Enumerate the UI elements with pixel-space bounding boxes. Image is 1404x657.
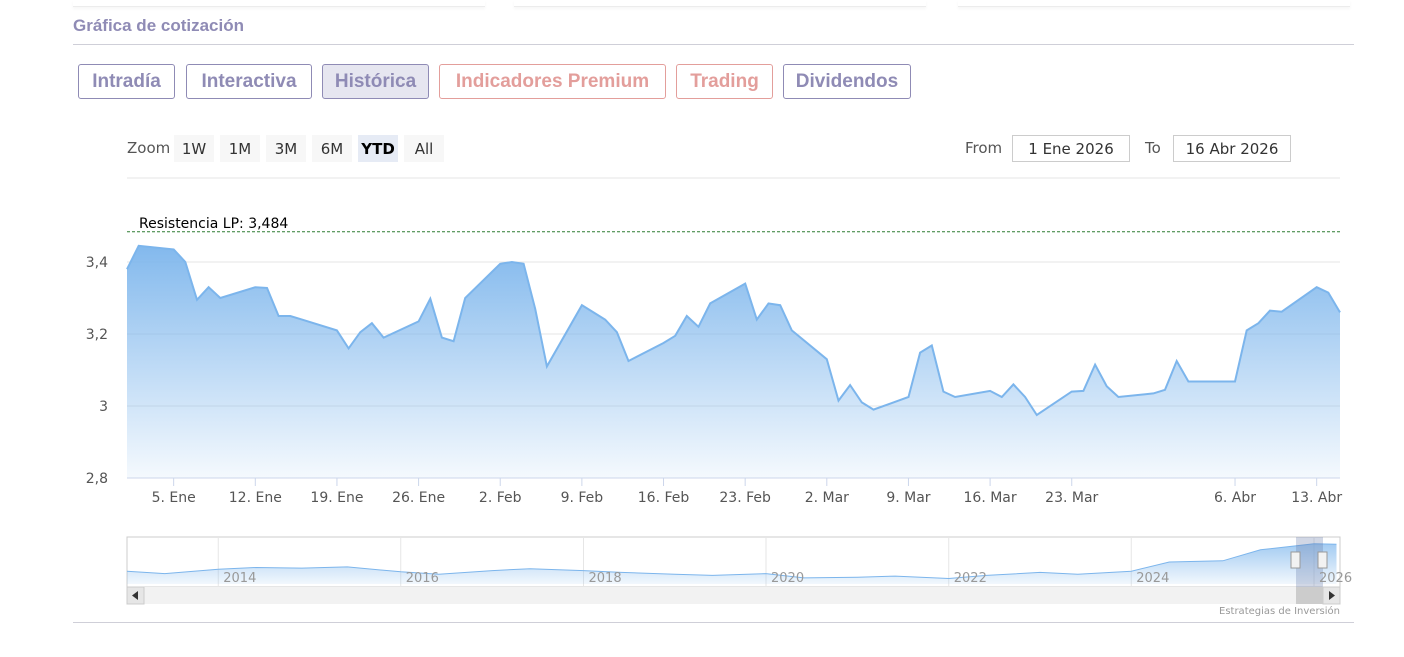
tab-indicadores-premium[interactable]: Indicadores Premium xyxy=(439,64,666,99)
x-tick-label: 9. Mar xyxy=(886,490,930,506)
navigator-year-label: 2026 xyxy=(1319,571,1352,586)
bottom-divider xyxy=(73,622,1354,623)
range-from-label: From xyxy=(965,139,1003,157)
x-tick-label: 16. Mar xyxy=(964,490,1017,506)
title-divider xyxy=(73,44,1354,45)
y-axis-labels: 2,8 3 3,2 3,4 xyxy=(86,255,108,487)
x-tick-label: 16. Feb xyxy=(638,490,690,506)
scroll-left-icon xyxy=(132,591,138,600)
navigator-year-label: 2014 xyxy=(223,571,256,586)
resistance-label: Resistencia LP: 3,484 xyxy=(139,216,288,232)
x-tick-label: 2. Mar xyxy=(805,490,849,506)
scrollbar-left-arrow xyxy=(126,586,145,605)
navigator-year-label: 2016 xyxy=(406,571,439,586)
y-tick-label: 3,4 xyxy=(86,255,108,271)
navigator-year-label: 2022 xyxy=(954,571,987,586)
navigator-year-label: 2024 xyxy=(1136,571,1169,586)
x-tick-label: 2. Feb xyxy=(479,490,522,506)
zoom-1m-button[interactable]: 1M xyxy=(220,135,260,162)
section-title: Gráfica de cotización xyxy=(73,16,244,35)
range-from-input[interactable]: 1 Ene 2026 xyxy=(1012,135,1130,162)
zoom-1w-button[interactable]: 1W xyxy=(174,135,214,162)
top-card-edge-1 xyxy=(73,0,485,7)
navigator-year-label: 2020 xyxy=(771,571,804,586)
tab-intradia[interactable]: Intradía xyxy=(78,64,175,99)
x-tick-label: 13. Abr xyxy=(1291,490,1342,506)
navigator-grid xyxy=(217,537,1315,587)
range-to-label: To xyxy=(1145,139,1161,157)
scrollbar-right-arrow xyxy=(1322,586,1341,605)
tab-dividendos[interactable]: Dividendos xyxy=(783,64,911,99)
navigator-year-label: 2018 xyxy=(589,571,622,586)
range-to-input[interactable]: 16 Abr 2026 xyxy=(1173,135,1291,162)
navigator-line xyxy=(126,543,1337,580)
navigator-frame xyxy=(126,536,1341,588)
navigator-left-handle xyxy=(1290,551,1301,569)
price-area xyxy=(127,245,1340,478)
scrollbar-thumb xyxy=(1296,587,1323,604)
tab-interactiva[interactable]: Interactiva xyxy=(186,64,312,99)
x-tick-label: 19. Ene xyxy=(310,490,363,506)
zoom-3m-button[interactable]: 3M xyxy=(266,135,306,162)
y-grid xyxy=(127,261,1340,407)
navigator-area xyxy=(127,543,1337,584)
chart-credit: Estrategias de Inversión xyxy=(1219,606,1340,617)
price-line xyxy=(126,244,1341,417)
x-tick-label: 23. Feb xyxy=(719,490,771,506)
zoom-all-button[interactable]: All xyxy=(404,135,444,162)
zoom-label: Zoom xyxy=(127,139,171,157)
top-card-edge-3 xyxy=(958,0,1350,7)
x-tick-label: 12. Ene xyxy=(229,490,282,506)
y-tick-label: 3 xyxy=(99,399,108,415)
navigator-year-labels: 2014 2016 2018 2020 2022 2024 2026 xyxy=(223,571,1352,586)
tab-historica[interactable]: Histórica xyxy=(322,64,429,99)
scrollbar-track xyxy=(127,587,1340,604)
zoom-ytd-button[interactable]: YTD xyxy=(358,135,398,162)
navigator: 2014 2016 2018 2020 2022 2024 2026 xyxy=(126,536,1352,605)
y-tick-label: 2,8 xyxy=(86,471,108,487)
y-tick-label: 3,2 xyxy=(86,327,108,343)
zoom-6m-button[interactable]: 6M xyxy=(312,135,352,162)
x-tick-label: 9. Feb xyxy=(561,490,604,506)
x-tick-label: 26. Ene xyxy=(392,490,445,506)
scroll-right-icon xyxy=(1329,591,1335,600)
x-tick-label: 5. Ene xyxy=(152,490,196,506)
x-axis-ticks: 5. Ene 12. Ene 19. Ene 26. Ene 2. Feb 9. Feb 1… xyxy=(152,478,1342,506)
navigator-selection xyxy=(1296,537,1323,587)
top-card-edge-2 xyxy=(514,0,926,7)
x-tick-label: 23. Mar xyxy=(1045,490,1098,506)
tab-trading[interactable]: Trading xyxy=(676,64,773,99)
x-tick-label: 6. Abr xyxy=(1214,490,1256,506)
navigator-right-handle xyxy=(1317,551,1328,569)
